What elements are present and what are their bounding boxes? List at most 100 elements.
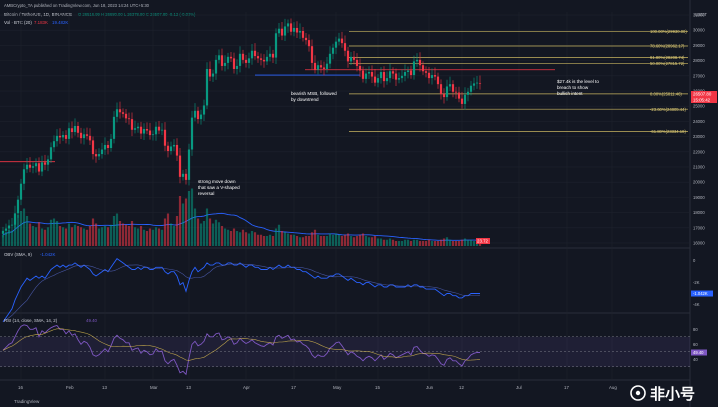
ohlc-readout: O 26516.99 H 26680.00 L 26378.90 C 26507… (78, 12, 196, 17)
annotation-bearish-msb[interactable]: bearish MSB, followed by downtrend (291, 91, 337, 102)
volume-bar (400, 241, 404, 246)
candle-body (37, 163, 41, 172)
volume-bar (100, 227, 104, 246)
rsi-label[interactable]: RSI (14, close, SMA, 14, 2) (4, 318, 58, 323)
volume-bar (421, 241, 425, 246)
volume-bar (127, 226, 131, 246)
candle-body (457, 92, 461, 99)
volume-bar (340, 236, 344, 246)
rsi-panel[interactable]: 80 60 40 49.40 (0, 324, 707, 376)
volume-bar (352, 237, 356, 246)
fib-level-label: 78.60%(28962.17) (650, 44, 685, 49)
publisher-credit: AMBCrypto_TA published on TradingView.co… (4, 3, 150, 8)
volume-bar (277, 224, 281, 246)
price-tick-label: 22000 (693, 149, 705, 154)
candle-body (475, 82, 479, 84)
volume-bar (244, 232, 248, 246)
volume-bar (61, 227, 65, 246)
candle-body (202, 105, 206, 115)
fibonacci-extension[interactable]: 100.00%(29930.00) 78.60%(28962.17) 61.80%(… (349, 29, 688, 134)
volume-bar (424, 241, 428, 246)
volume-bar (319, 236, 323, 246)
candle-body (466, 91, 470, 95)
time-tick-label: 12 (459, 385, 464, 390)
candle-body (115, 109, 119, 117)
volume-bar (196, 218, 200, 246)
candle-body (64, 135, 68, 139)
tradingview-logo[interactable]: TradingView (14, 399, 40, 404)
candle-body (400, 75, 404, 79)
price-axis[interactable]: 16000 17000 18000 19000 20000 21000 22000 23000… (693, 13, 705, 246)
obv-sma-line (2, 263, 481, 323)
candle-body (139, 126, 143, 134)
candle-body (409, 70, 413, 76)
candle-body (448, 84, 452, 87)
volume-bar (184, 198, 188, 246)
watermark-logo: 非小号 (630, 385, 695, 403)
volume-bar (394, 241, 398, 246)
volume-bar (412, 239, 416, 246)
volume-bar (91, 218, 95, 246)
candle-body (10, 224, 14, 226)
candle-body (208, 68, 212, 77)
candle-body (109, 138, 113, 148)
candle-body (427, 72, 431, 79)
volume-bar (13, 218, 17, 246)
candle-body (100, 149, 104, 155)
volume-bar (235, 231, 239, 246)
candle-body (325, 63, 329, 69)
candle-body (136, 126, 140, 129)
volume-bar (418, 241, 422, 246)
annotation-line: $27.4k is the level to (557, 79, 599, 84)
obv-label[interactable]: OBV (SMA, 9) (4, 252, 32, 257)
candle-body (367, 72, 371, 74)
candlestick-series[interactable] (1, 18, 482, 238)
volume-bar (415, 239, 419, 246)
symbol-title[interactable]: Bitcoin / TetherUS, 1D, BINANCE (4, 12, 72, 17)
annotation-27k-level[interactable]: $27.4k is the level to breach to show bu… (557, 79, 599, 96)
candle-body (322, 67, 326, 69)
volume-bar (433, 241, 437, 246)
volume-bar (268, 234, 272, 246)
rsi-value: 49.40 (86, 318, 98, 323)
candle-body (76, 125, 80, 133)
volume-bar (214, 219, 218, 246)
candle-body (385, 78, 389, 82)
volume-bar (34, 227, 38, 246)
volume-bar (52, 218, 56, 246)
volume-bar (439, 239, 443, 246)
fib-level-label: -23.60%(24805.44) (650, 107, 686, 112)
volume-bar (10, 231, 14, 246)
candle-body (295, 27, 299, 33)
candle-body (43, 162, 47, 165)
obv-panel[interactable]: 0 -2K -4K -1.042K (2, 257, 713, 323)
volume-bar (133, 227, 137, 246)
volume-bar (469, 239, 473, 246)
volume-moving-average (2, 212, 481, 241)
annotation-v-reversal[interactable]: strong move down that saw a V-shaped rev… (198, 179, 240, 196)
volume-indicator-label[interactable]: Vol · BTC (20) (4, 20, 32, 25)
volume-bar (115, 213, 119, 246)
time-axis[interactable]: 16 Feb 13 Mar 13 Apr 17 May 15 Jun 12 Jul 17 Aug (18, 385, 617, 390)
volume-bar (193, 208, 197, 246)
candle-body (22, 169, 26, 184)
candle-body (451, 84, 455, 92)
candle-body (454, 91, 458, 93)
volume-bar (58, 226, 62, 246)
volume-bar (454, 241, 458, 246)
volume-bar (334, 233, 338, 246)
volume-bar (478, 242, 482, 246)
obv-value-badge (691, 290, 713, 297)
candle-body (190, 117, 194, 150)
candle-body (469, 85, 473, 92)
candle-body (118, 109, 122, 113)
candle-body (358, 65, 362, 71)
volume-bar (385, 239, 389, 246)
volume-bar (241, 229, 245, 246)
volume-bar (4, 232, 8, 246)
volume-bar (442, 238, 446, 246)
candle-body (1, 230, 5, 234)
volume-bar (139, 226, 143, 246)
volume-bar (40, 228, 44, 246)
